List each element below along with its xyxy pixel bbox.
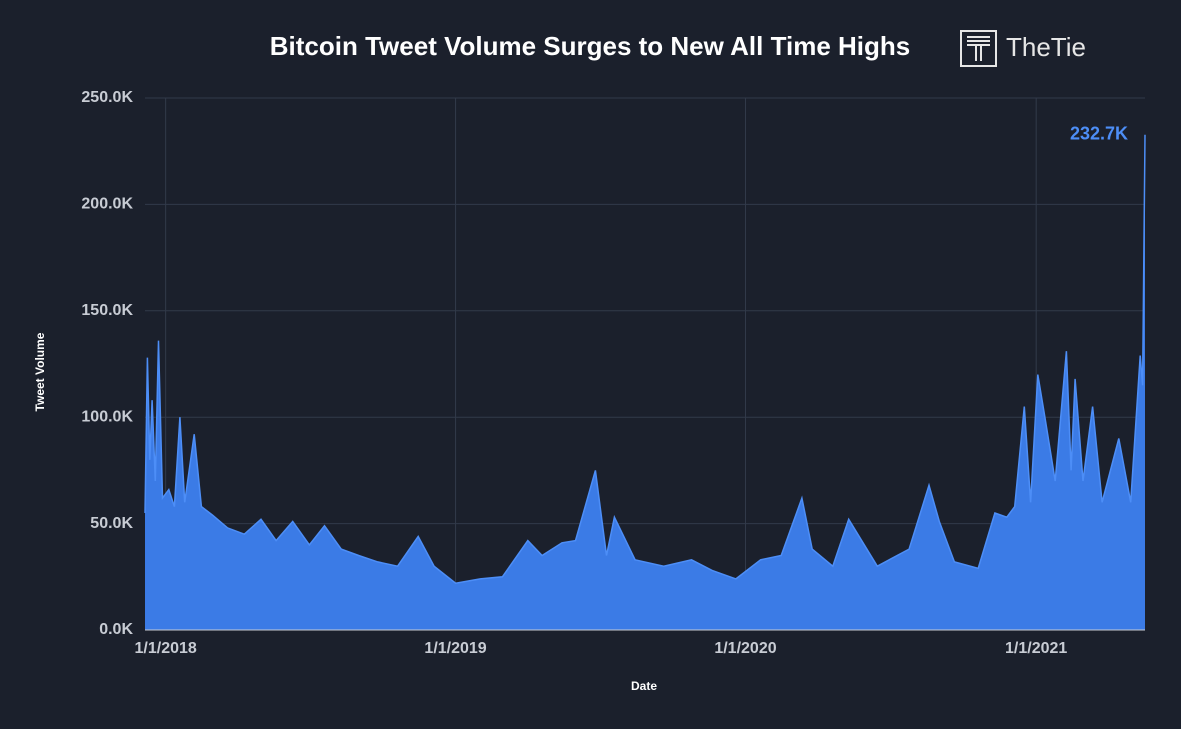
x-axis-label: Date — [631, 679, 657, 693]
y-tick-label: 200.0K — [81, 196, 133, 213]
logo-box — [960, 30, 997, 67]
peak-label: 232.7K — [1070, 124, 1128, 144]
y-tick-label: 150.0K — [81, 302, 133, 319]
y-axis-label: Tweet Volume — [33, 332, 47, 411]
brand-name: TheTie — [1006, 32, 1086, 62]
x-tick-label: 1/1/2020 — [714, 640, 776, 657]
y-tick-label: 0.0K — [99, 621, 133, 638]
y-tick-label: 50.0K — [90, 515, 133, 532]
area — [145, 134, 1145, 631]
chart-title: Bitcoin Tweet Volume Surges to New All T… — [270, 31, 910, 61]
logo-glyph — [967, 36, 990, 61]
line — [144, 134, 1146, 584]
x-tick-label: 1/1/2019 — [424, 640, 486, 657]
x-tick-label: 1/1/2018 — [135, 640, 197, 657]
y-tick-label: 250.0K — [81, 89, 133, 106]
y-tick-label: 100.0K — [81, 408, 133, 425]
brand-logo: TheTie — [960, 30, 1086, 67]
x-tick-label: 1/1/2021 — [1005, 640, 1067, 657]
